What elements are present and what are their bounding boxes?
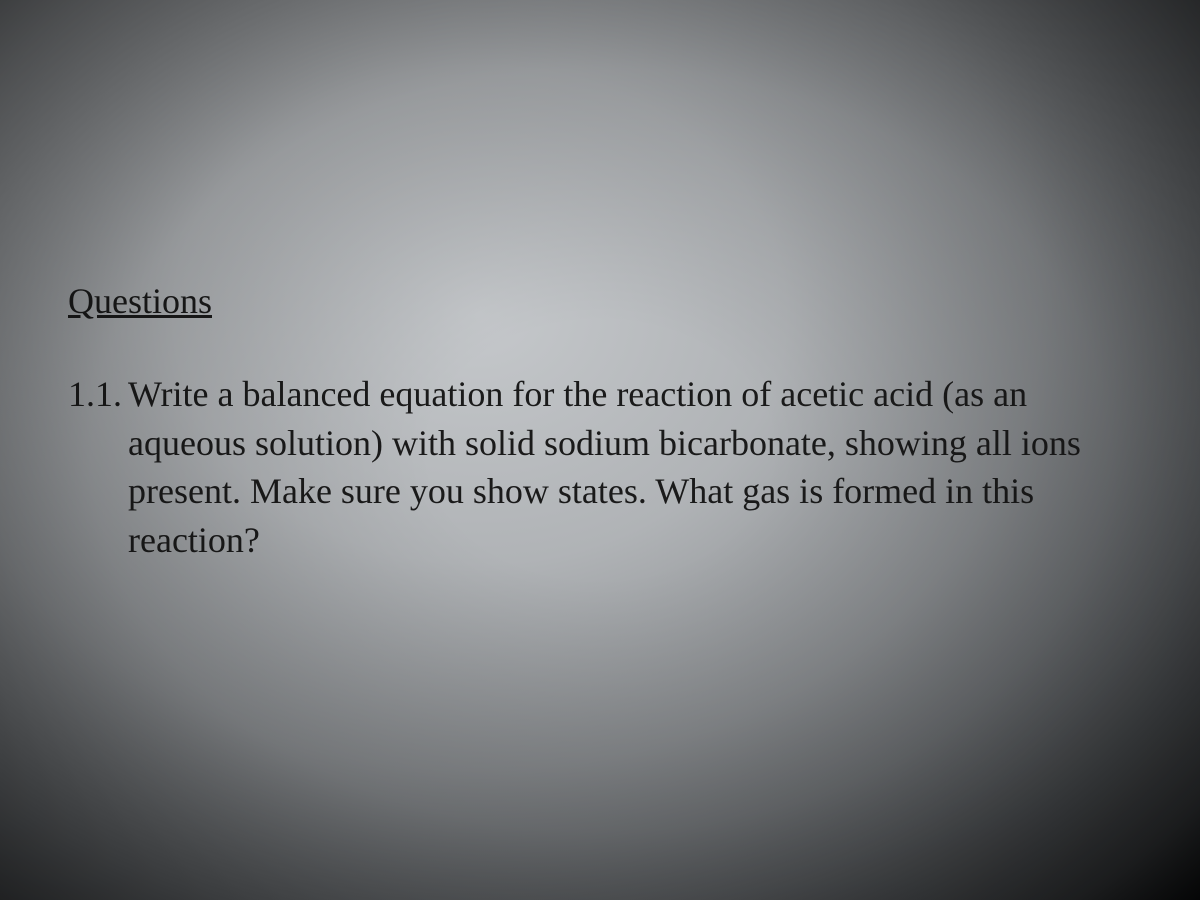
question-block: 1.1. Write a balanced equation for the r… <box>68 370 1140 564</box>
document-content: Questions 1.1. Write a balanced equation… <box>68 280 1140 564</box>
question-number: 1.1. <box>68 370 122 419</box>
question-text: Write a balanced equation for the reacti… <box>128 370 1140 564</box>
questions-heading: Questions <box>68 280 1140 322</box>
